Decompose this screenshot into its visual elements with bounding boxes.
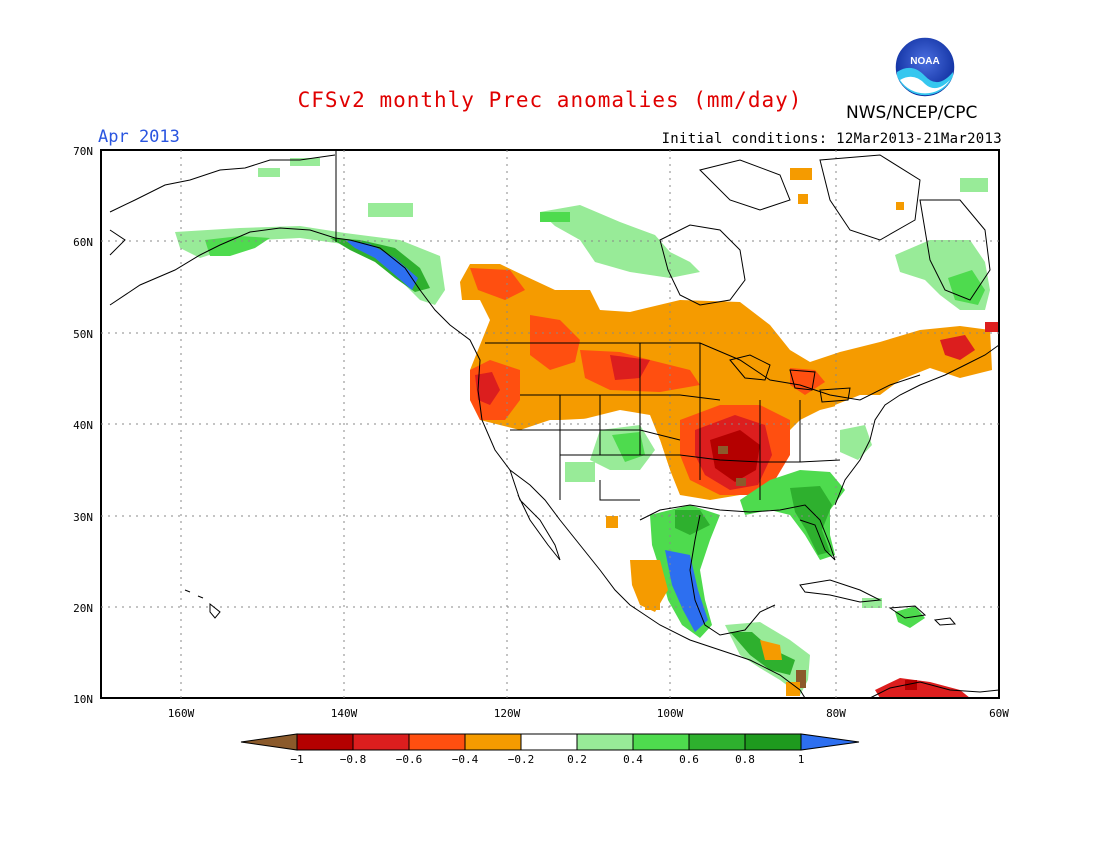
- colorbar-swatch: [296, 733, 354, 751]
- lon-label: 60W: [989, 707, 1009, 720]
- lat-label: 20N: [73, 602, 93, 615]
- colorbar-label: −0.6: [396, 753, 423, 766]
- colorbar-label: 0.2: [567, 753, 587, 766]
- colorbar-label: −0.8: [340, 753, 367, 766]
- colorbar-swatch: [464, 733, 522, 751]
- agency-label: NWS/NCEP/CPC: [846, 103, 978, 123]
- lat-label: 10N: [73, 693, 93, 706]
- longitude-labels: 160W 140W 120W 100W 80W 60W: [168, 707, 1010, 720]
- lat-label: 60N: [73, 236, 93, 249]
- colorbar-swatch: [688, 733, 746, 751]
- colorbar-swatch: [408, 733, 466, 751]
- graticule: [101, 150, 999, 698]
- colorbar-label: 1: [798, 753, 805, 766]
- colorbar-label: 0.6: [679, 753, 699, 766]
- lat-label: 50N: [73, 328, 93, 341]
- logo-text: NOAA: [910, 56, 939, 67]
- lat-label: 40N: [73, 419, 93, 432]
- colorbar-label: 0.8: [735, 753, 755, 766]
- colorbar-swatch: [800, 733, 860, 751]
- lon-label: 160W: [168, 707, 195, 720]
- lon-label: 100W: [657, 707, 684, 720]
- colorbar-label: −0.4: [452, 753, 479, 766]
- lon-label: 120W: [494, 707, 521, 720]
- colorbar-label: 0.4: [623, 753, 643, 766]
- colorbar-swatch: [520, 733, 578, 751]
- lat-label: 30N: [73, 511, 93, 524]
- anomaly-shading: [175, 158, 999, 698]
- colorbar-swatch: [632, 733, 690, 751]
- noaa-logo-icon: NOAA: [894, 36, 956, 98]
- colorbar-label: −0.2: [508, 753, 535, 766]
- colorbar: −1 −0.8 −0.6 −0.4 −0.2 0.2 0.4 0.6 0.8 1: [240, 733, 860, 766]
- colorbar-label: −1: [290, 753, 303, 766]
- latitude-labels: 70N 60N 50N 40N 30N 20N 10N: [73, 145, 93, 706]
- month-label: Apr 2013: [98, 127, 180, 147]
- initial-conditions-label: Initial conditions: 12Mar2013-21Mar2013: [661, 131, 1002, 147]
- lat-label: 70N: [73, 145, 93, 158]
- lon-label: 80W: [826, 707, 846, 720]
- colorbar-swatch: [352, 733, 410, 751]
- coastlines: [109, 150, 1000, 699]
- map-title: CFSv2 monthly Prec anomalies (mm/day): [297, 88, 803, 112]
- colorbar-swatch: [576, 733, 634, 751]
- colorbar-swatch: [744, 733, 802, 751]
- lon-label: 140W: [331, 707, 358, 720]
- colorbar-swatch: [240, 733, 298, 751]
